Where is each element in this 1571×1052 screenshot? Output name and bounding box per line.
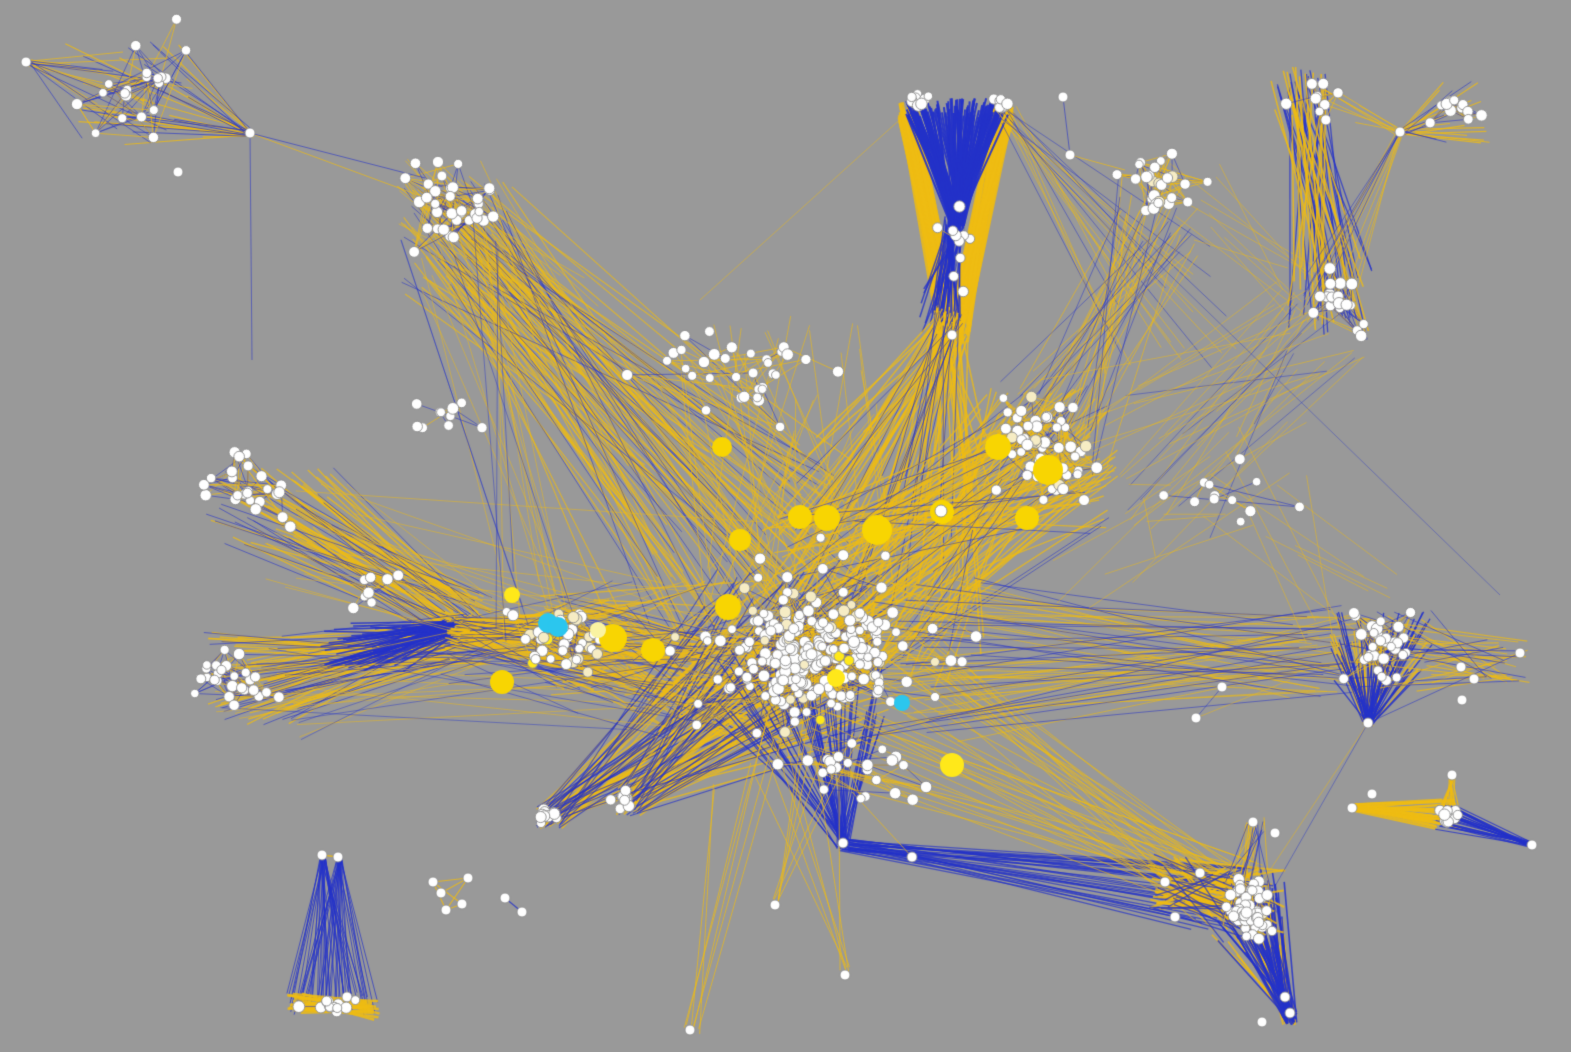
graph-viewport[interactable]	[0, 0, 1571, 1052]
network-graph-canvas[interactable]	[0, 0, 1571, 1052]
